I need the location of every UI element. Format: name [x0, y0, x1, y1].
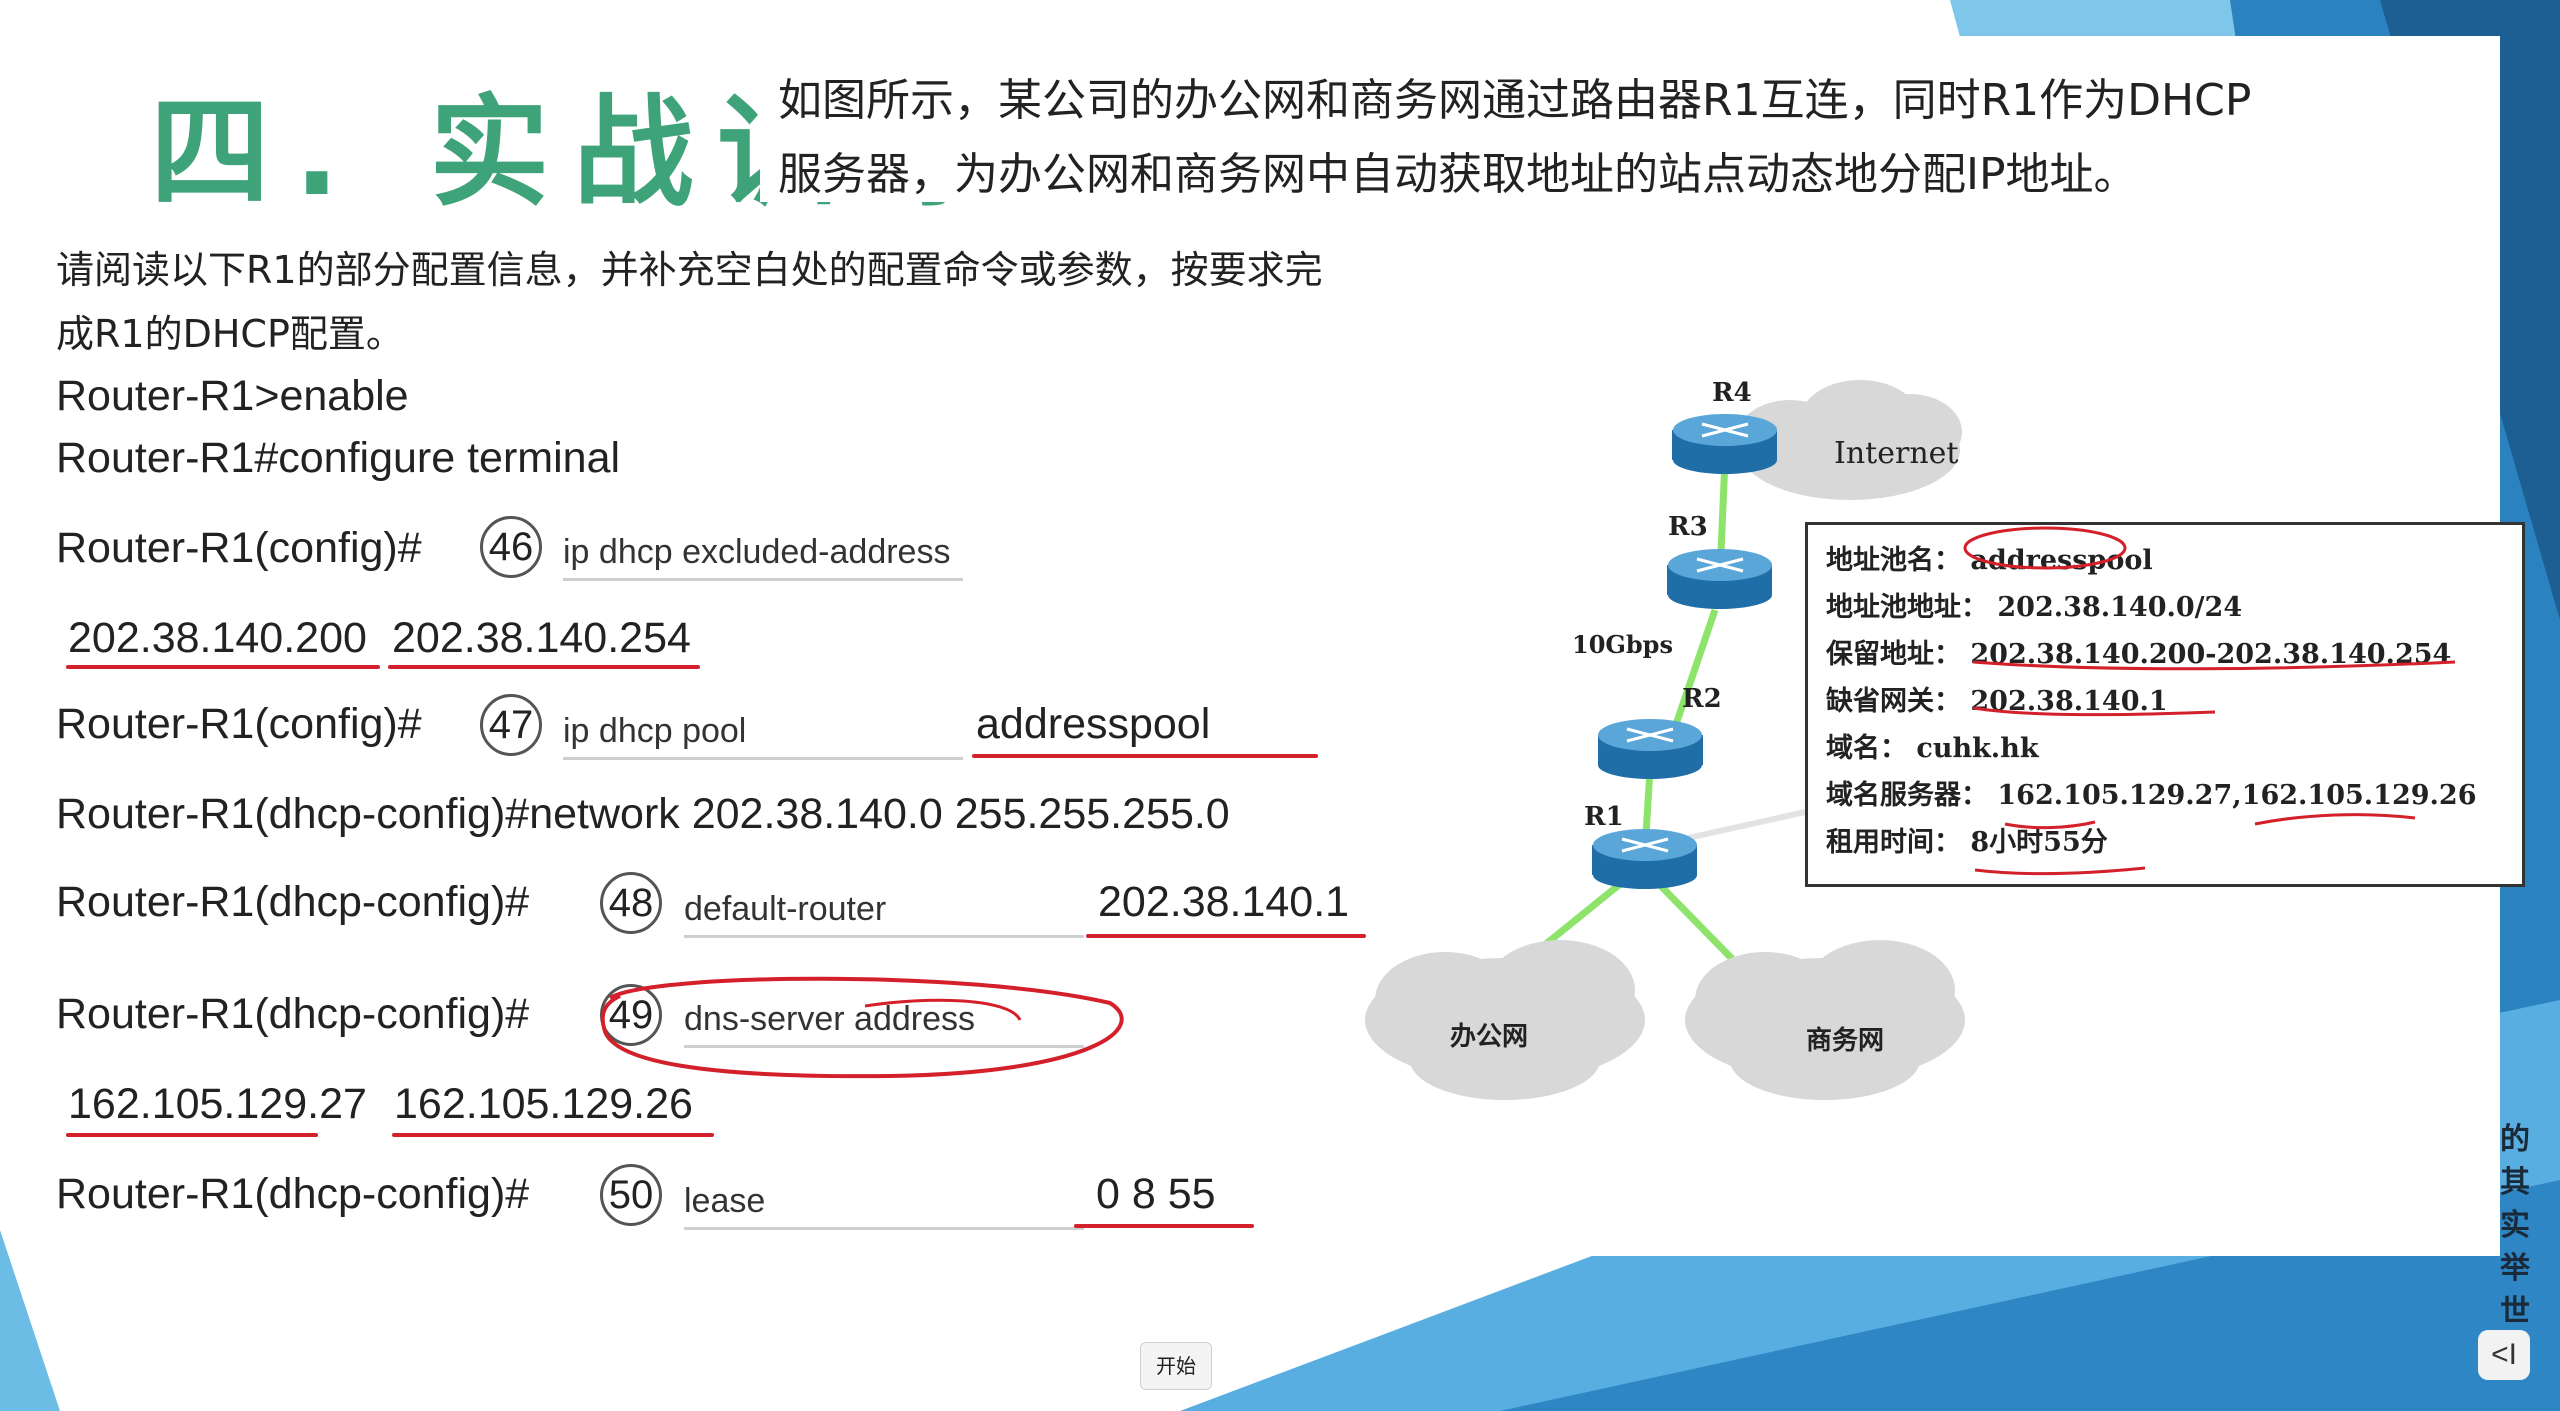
q50-underline	[1074, 1224, 1254, 1228]
router-r4-icon	[1672, 414, 1777, 474]
q47-number: 47	[480, 694, 542, 756]
business-network-cloud	[1685, 940, 1965, 1100]
router-r2-icon	[1598, 719, 1703, 779]
q46-answer-end: 202.38.140.254	[392, 614, 691, 662]
router-r2-label: R2	[1682, 684, 1722, 714]
cmd-configure: Router-R1#configure terminal	[56, 434, 621, 482]
q46-underline-end	[388, 665, 700, 669]
q49-field[interactable]: dns-server address	[684, 1000, 1084, 1048]
link-speed-label: 10Gbps	[1572, 630, 1673, 659]
info-dns: 域名服务器： 162.105.129.27,162.105.129.26	[1826, 780, 2477, 811]
q48-number: 48	[600, 872, 662, 934]
q47-underline	[972, 754, 1318, 758]
task-line-2: 成R1的DHCP配置。	[56, 312, 404, 356]
info-box-annotations	[1963, 526, 2456, 876]
info-pool-address: 地址池地址： 202.38.140.0/24	[1826, 592, 2243, 623]
router-r3-icon	[1667, 549, 1772, 609]
office-network-cloud	[1365, 940, 1645, 1100]
q48-answer: 202.38.140.1	[1098, 878, 1350, 926]
intro-text: 如图所示，某公司的办公网和商务网通过路由器R1互连，同时R1作为DHCP 服务器…	[760, 42, 2500, 202]
info-pool-name: 地址池名： addresspool	[1826, 545, 2153, 576]
router-r3-label: R3	[1668, 512, 1708, 542]
q49-answer-secondary: 162.105.129.26	[394, 1080, 693, 1128]
dhcp-info-box: 地址池名： addresspool 地址池地址： 202.38.140.0/24…	[1805, 522, 2525, 887]
q49-answer-primary: 162.105.129.27	[68, 1080, 367, 1128]
router-r4-label: R4	[1712, 378, 1752, 408]
intro-line-1: 如图所示，某公司的办公网和商务网通过路由器R1互连，同时R1作为DHCP	[778, 75, 2252, 126]
q49-underline-primary	[66, 1133, 318, 1137]
q47-field[interactable]: ip dhcp pool	[563, 712, 963, 760]
cmd-enable: Router-R1>enable	[56, 372, 409, 420]
business-network-label: 商务网	[1806, 1026, 1885, 1056]
info-lease: 租用时间： 8小时55分	[1826, 827, 2108, 858]
q49-underline-secondary	[392, 1133, 714, 1137]
internet-label: Internet	[1834, 436, 1959, 471]
q48-prompt: Router-R1(dhcp-config)#	[56, 878, 530, 926]
office-network-label: 办公网	[1450, 1022, 1529, 1052]
network-diagram	[1365, 380, 1965, 1100]
q50-answer: 0 8 55	[1096, 1170, 1216, 1218]
q47-prompt: Router-R1(config)#	[56, 700, 422, 748]
task-line-1: 请阅读以下R1的部分配置信息，并补充空白处的配置命令或参数，按要求完	[56, 248, 1323, 292]
q46-field[interactable]: ip dhcp excluded-address	[563, 533, 963, 581]
info-domain: 域名： cuhk.hk	[1826, 733, 2039, 764]
q50-prompt: Router-R1(dhcp-config)#	[56, 1170, 530, 1218]
q49-circle-annotation	[600, 976, 1124, 1079]
q46-number: 46	[480, 516, 542, 578]
prev-slide-button[interactable]: <I	[2478, 1330, 2530, 1380]
router-r1-icon	[1592, 829, 1697, 889]
q47-answer: addresspool	[976, 700, 1211, 748]
link-r1-business	[1652, 877, 1748, 975]
q50-field[interactable]: lease	[684, 1182, 1084, 1230]
link-r3-r2	[1666, 608, 1719, 744]
q49-prompt: Router-R1(dhcp-config)#	[56, 990, 530, 1038]
router-r1-label: R1	[1584, 802, 1624, 832]
q46-answer-start: 202.38.140.200	[68, 614, 367, 662]
q46-prompt: Router-R1(config)#	[56, 524, 422, 572]
intro-line-2: 服务器，为办公网和商务网中自动获取地址的站点动态地分配IP地址。	[778, 149, 2138, 200]
pointer-line	[1687, 809, 1806, 841]
q46-underline-start	[66, 665, 380, 669]
side-vertical-text: 的其实举世	[2500, 1122, 2530, 1329]
cmd-network: Router-R1(dhcp-config)#network 202.38.14…	[56, 790, 1230, 838]
q48-underline	[1086, 934, 1366, 938]
start-button[interactable]: 开始	[1140, 1342, 1212, 1390]
task-description: 请阅读以下R1的部分配置信息，并补充空白处的配置命令或参数，按要求完 成R1的D…	[56, 238, 1516, 366]
q48-field[interactable]: default-router	[684, 890, 1084, 938]
q50-number: 50	[600, 1164, 662, 1226]
